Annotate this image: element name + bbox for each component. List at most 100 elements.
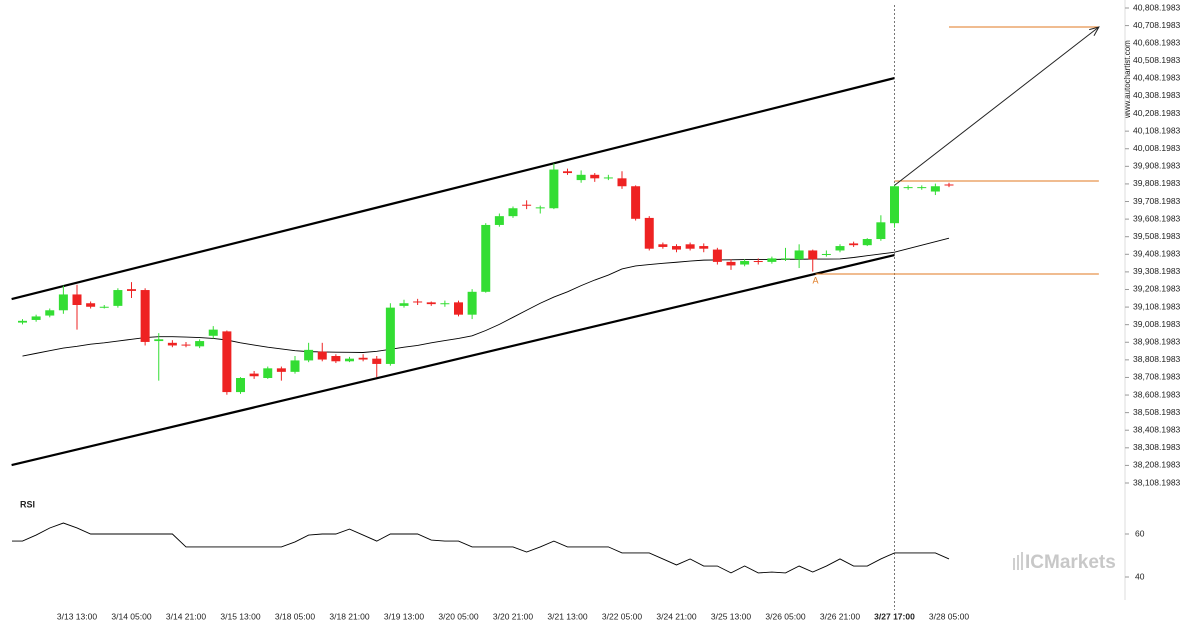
x-tick-label: 3/14 05:00 bbox=[111, 611, 151, 621]
x-tick-label: 3/21 13:00 bbox=[547, 611, 587, 621]
x-tick-label: 3/25 13:00 bbox=[711, 611, 751, 621]
rsi-tick-label: 40 bbox=[1135, 571, 1145, 581]
candle-body bbox=[236, 378, 245, 393]
candle-body bbox=[685, 244, 695, 249]
candle-body bbox=[440, 303, 450, 305]
annotation: A bbox=[812, 275, 818, 285]
candle-body bbox=[208, 329, 218, 336]
candle-body bbox=[631, 186, 641, 219]
logo-bar bbox=[1013, 558, 1015, 570]
x-tick-label: 3/18 05:00 bbox=[275, 611, 315, 621]
y-tick-label: 38,108.1983 bbox=[1133, 477, 1181, 487]
candle-body bbox=[781, 258, 790, 260]
x-tick-label: 3/18 21:00 bbox=[329, 611, 369, 621]
candle-body bbox=[140, 290, 150, 342]
candle-body bbox=[944, 184, 954, 186]
candle-body bbox=[876, 222, 886, 240]
candle-body bbox=[890, 186, 899, 224]
arrow-head bbox=[1089, 26, 1100, 36]
y-tick-label: 40,108.1983 bbox=[1133, 125, 1181, 135]
candle-body bbox=[372, 358, 382, 364]
candle-body bbox=[494, 216, 504, 225]
candle-body bbox=[99, 306, 109, 308]
candle-body bbox=[794, 250, 804, 260]
y-tick-label: 39,408.1983 bbox=[1133, 249, 1181, 259]
y-tick-label: 39,808.1983 bbox=[1133, 178, 1181, 188]
candle-body bbox=[672, 246, 681, 250]
y-tick-label: 38,308.1983 bbox=[1133, 442, 1181, 452]
y-tick-label: 40,708.1983 bbox=[1133, 20, 1181, 30]
logo: ICMarkets bbox=[1025, 552, 1116, 573]
x-tick-label: 3/20 21:00 bbox=[493, 611, 533, 621]
candle-body bbox=[317, 351, 327, 360]
y-tick-label: 39,308.1983 bbox=[1133, 266, 1181, 276]
candle-body bbox=[154, 339, 164, 342]
y-tick-label: 40,308.1983 bbox=[1133, 90, 1181, 100]
candle-body bbox=[86, 303, 96, 307]
y-tick-label: 38,508.1983 bbox=[1133, 407, 1181, 417]
candle-body bbox=[712, 249, 722, 262]
candle-body bbox=[821, 253, 831, 255]
candle-body bbox=[276, 368, 286, 372]
candle-body bbox=[617, 178, 627, 187]
x-tick-label: 3/15 13:00 bbox=[220, 611, 260, 621]
candle-body bbox=[849, 243, 859, 246]
candle-body bbox=[331, 356, 341, 362]
candle-body bbox=[263, 368, 273, 379]
candle-body bbox=[508, 208, 518, 217]
y-tick-label: 40,808.1983 bbox=[1133, 2, 1181, 12]
candle-body bbox=[644, 217, 654, 249]
candle-body bbox=[549, 169, 559, 209]
y-tick-label: 40,608.1983 bbox=[1133, 37, 1181, 47]
candle-body bbox=[835, 246, 845, 251]
candle-body bbox=[699, 246, 709, 249]
y-tick-label: 38,808.1983 bbox=[1133, 354, 1181, 364]
candle-body bbox=[917, 187, 927, 189]
candle-body bbox=[195, 341, 205, 347]
candle-body bbox=[127, 289, 136, 291]
logo-bars bbox=[1013, 552, 1023, 570]
y-tick-label: 38,908.1983 bbox=[1133, 337, 1181, 347]
candle-body bbox=[862, 239, 872, 246]
candle-body bbox=[399, 303, 409, 306]
candle-body bbox=[740, 261, 750, 265]
candle-body bbox=[72, 294, 82, 305]
candle-body bbox=[903, 187, 913, 189]
candle-body bbox=[18, 320, 27, 323]
candle-body bbox=[358, 357, 368, 360]
y-tick-label: 38,708.1983 bbox=[1133, 372, 1181, 382]
x-tick-label: 3/13 13:00 bbox=[57, 611, 97, 621]
candle-body bbox=[753, 261, 763, 263]
channel-line bbox=[11, 253, 895, 467]
candle-body bbox=[58, 294, 68, 311]
candle-body bbox=[590, 174, 600, 179]
candle-body bbox=[290, 360, 300, 372]
x-tick-label: 3/26 21:00 bbox=[820, 611, 860, 621]
y-tick-label: 39,908.1983 bbox=[1133, 161, 1181, 171]
candle-body bbox=[808, 250, 818, 260]
x-tick-label: 3/20 05:00 bbox=[438, 611, 478, 621]
y-tick-label: 39,708.1983 bbox=[1133, 196, 1181, 206]
candle-body bbox=[426, 302, 436, 305]
y-tick-label: 40,008.1983 bbox=[1133, 143, 1181, 153]
y-tick-label: 39,508.1983 bbox=[1133, 231, 1181, 241]
candle-body bbox=[930, 186, 940, 192]
x-tick-label: 3/28 05:00 bbox=[929, 611, 969, 621]
arrow bbox=[894, 26, 1100, 186]
moving-average bbox=[22, 237, 950, 357]
y-tick-label: 39,208.1983 bbox=[1133, 284, 1181, 294]
y-tick-label: 38,208.1983 bbox=[1133, 460, 1181, 470]
candle-body bbox=[576, 174, 586, 181]
candle-body bbox=[603, 177, 613, 179]
x-tick-label: 3/14 21:00 bbox=[166, 611, 206, 621]
candle-body bbox=[45, 310, 55, 316]
candle-body bbox=[413, 301, 423, 303]
candle-body bbox=[385, 307, 395, 364]
x-tick-label: 3/19 13:00 bbox=[384, 611, 424, 621]
y-tick-label: 38,608.1983 bbox=[1133, 389, 1181, 399]
x-tick-label: 3/27 17:00 bbox=[874, 611, 915, 621]
candle-body bbox=[658, 244, 668, 247]
